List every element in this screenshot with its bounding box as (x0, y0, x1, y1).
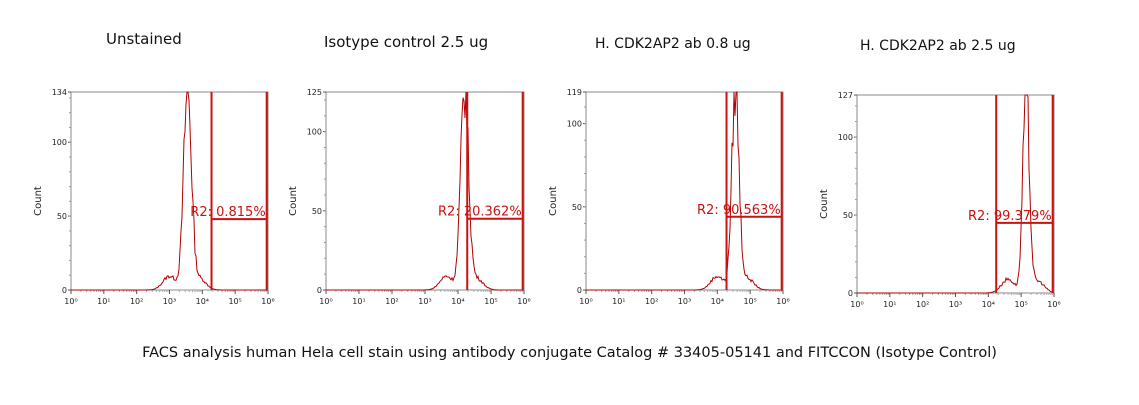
histogram-trace (71, 91, 268, 291)
y-tick-label: 50 (57, 212, 67, 221)
y-axis-label: Count (548, 186, 559, 216)
histogram-trace (586, 91, 783, 291)
histogram-trace (326, 91, 524, 291)
x-tick-label: 10⁵ (1014, 300, 1027, 309)
histogram-panel-1: 0 50 100 134 10⁰ 10¹ 10² 10³ 10⁴ 10⁵ 10⁶ Count R2: 0… (33, 88, 275, 306)
figure-caption: FACS analysis human Hela cell stain usin… (142, 345, 997, 361)
x-tick-label: 10⁴ (196, 297, 209, 306)
gate-label: R2: 20.362% (438, 205, 522, 220)
histogram-trace (857, 94, 1055, 294)
x-tick-label: 10⁶ (517, 297, 530, 306)
y-tick-label: 119 (567, 88, 582, 97)
x-tick-label: 10³ (418, 297, 431, 306)
x-tick-label: 10⁰ (319, 297, 332, 306)
histogram-panel-4: 0 50 100 127 10⁰ 10¹ 10² 10³ 10⁴ 10⁵ 10⁶ Count R2: 9… (819, 91, 1061, 309)
y-tick-label: 100 (52, 138, 67, 147)
y-tick-label: 100 (307, 128, 322, 137)
gate-label: R2: 99.379% (968, 209, 1052, 224)
y-tick-label: 125 (307, 88, 322, 97)
x-tick-label: 10³ (949, 300, 962, 309)
histogram-panels: 0 50 100 134 10⁰ 10¹ 10² 10³ 10⁴ 10⁵ 10⁶ Count R2: 0… (33, 88, 1061, 309)
x-tick-label: 10⁶ (261, 297, 274, 306)
y-tick-label: 127 (838, 91, 853, 100)
plot-frame (70, 91, 269, 291)
y-tick-label: 0 (848, 289, 853, 298)
x-tick-label: 10⁴ (982, 300, 995, 309)
y-tick-label: 100 (567, 120, 582, 129)
x-tick-label: 10³ (678, 297, 691, 306)
x-tick-label: 10² (385, 297, 398, 306)
plot-frame (585, 91, 784, 291)
y-axis-label: Count (288, 186, 299, 216)
panel-title-3: H. CDK2AP2 ab 0.8 ug (595, 36, 751, 52)
y-axis-label: Count (819, 189, 830, 219)
x-tick-label: 10² (645, 297, 658, 306)
y-tick-label: 0 (317, 286, 322, 295)
plot-frame (325, 91, 525, 291)
x-tick-label: 10⁰ (579, 297, 592, 306)
y-tick-label: 134 (52, 88, 67, 97)
y-tick-label: 0 (62, 286, 67, 295)
histogram-panel-3: 0 50 100 119 10⁰ 10¹ 10² 10³ 10⁴ 10⁵ 10⁶ Count R2: 9… (548, 88, 790, 306)
x-tick-label: 10² (130, 297, 143, 306)
panel-title-4: H. CDK2AP2 ab 2.5 ug (860, 38, 1016, 54)
y-tick-label: 50 (572, 203, 582, 212)
x-tick-label: 10¹ (97, 297, 110, 306)
x-tick-label: 10¹ (352, 297, 365, 306)
x-tick-label: 10⁴ (711, 297, 724, 306)
gate-label: R2: 90.563% (697, 203, 781, 218)
x-tick-label: 10⁵ (743, 297, 756, 306)
x-tick-label: 10⁵ (484, 297, 497, 306)
x-tick-label: 10⁵ (228, 297, 241, 306)
y-axis-label: Count (33, 186, 44, 216)
x-tick-label: 10⁶ (1047, 300, 1060, 309)
x-tick-label: 10³ (163, 297, 176, 306)
y-tick-label: 100 (838, 133, 853, 142)
y-tick-label: 50 (312, 207, 322, 216)
x-tick-label: 10¹ (612, 297, 625, 306)
gate-label: R2: 0.815% (190, 205, 265, 220)
x-tick-label: 10⁰ (64, 297, 77, 306)
x-tick-label: 10⁶ (776, 297, 789, 306)
x-tick-label: 10⁰ (850, 300, 863, 309)
y-tick-label: 0 (577, 286, 582, 295)
x-tick-label: 10¹ (883, 300, 896, 309)
histogram-panel-2: 0 50 100 125 10⁰ 10¹ 10² 10³ 10⁴ 10⁵ 10⁶ Count R2: 2… (288, 88, 531, 306)
x-tick-label: 10⁴ (451, 297, 464, 306)
panel-title-2: Isotype control 2.5 ug (324, 33, 489, 51)
panel-title-1: Unstained (106, 30, 182, 48)
x-tick-label: 10² (916, 300, 929, 309)
y-tick-label: 50 (843, 211, 853, 220)
